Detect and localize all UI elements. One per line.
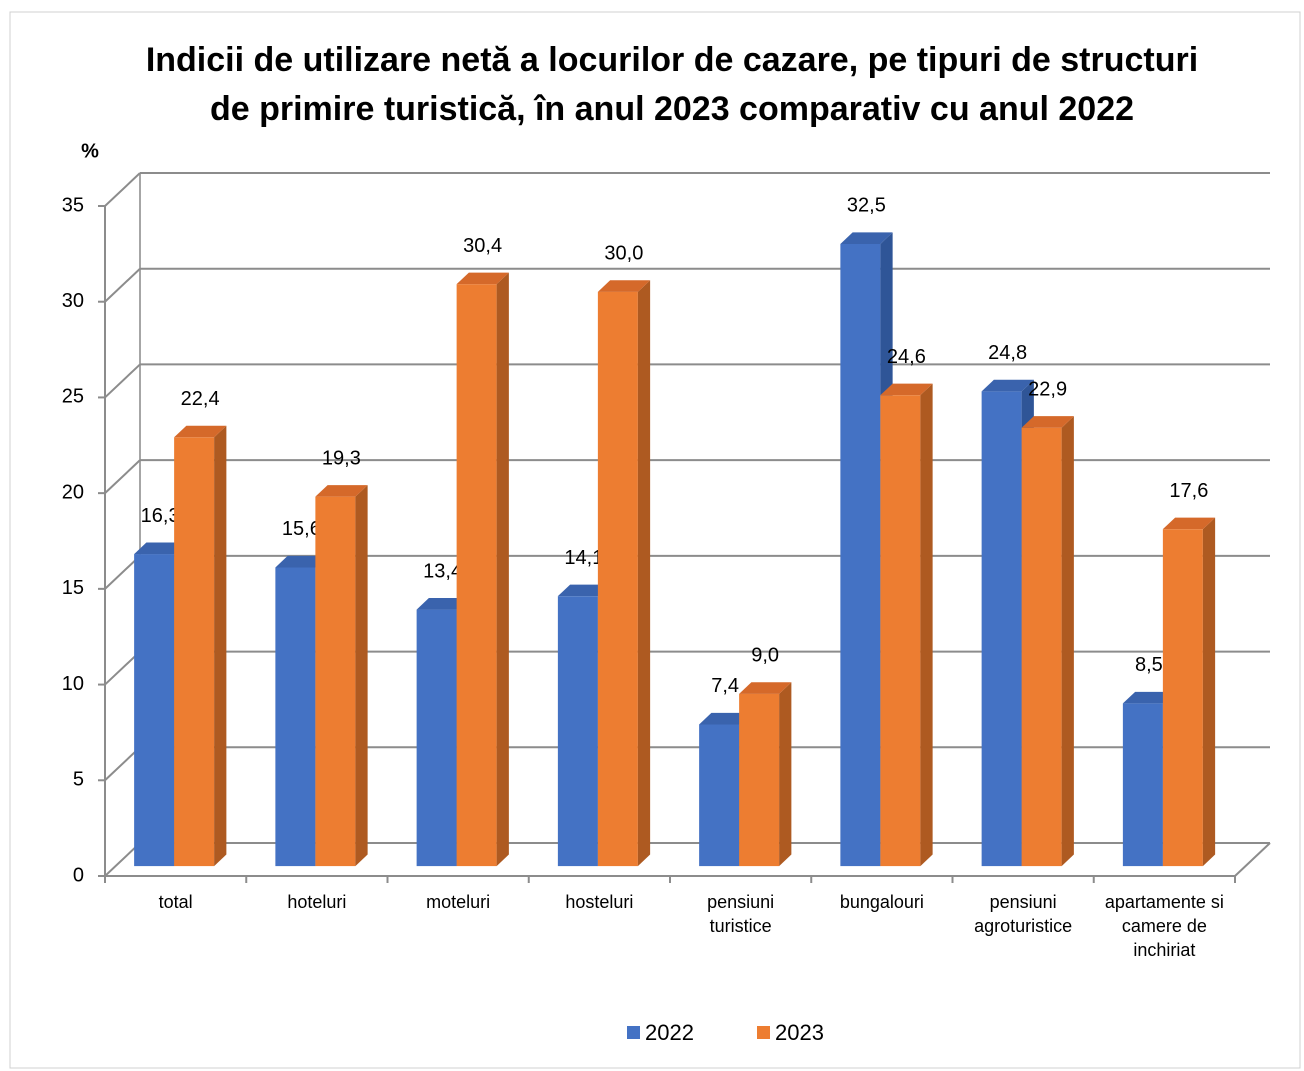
bar xyxy=(840,243,881,867)
x-tick-label: pensiuni agroturistice xyxy=(974,892,1073,936)
chart-border xyxy=(9,11,1301,1069)
grid-line-side xyxy=(104,172,141,207)
chart-title: Indicii de utilizare netă a locurilor de… xyxy=(145,41,1199,128)
bar-side xyxy=(637,280,651,867)
bar-top xyxy=(1021,416,1074,428)
bar xyxy=(739,693,780,867)
data-label: 9,0 xyxy=(751,645,779,667)
legend-swatch xyxy=(757,1026,770,1039)
bar-side xyxy=(920,383,933,867)
bar-top xyxy=(699,712,752,725)
bar xyxy=(1021,427,1062,867)
bar xyxy=(275,567,316,867)
data-label: 24,6 xyxy=(887,346,926,368)
y-axis-label: % xyxy=(81,140,99,162)
data-label: 22,4 xyxy=(181,388,220,410)
bar-top xyxy=(880,383,933,396)
y-tick-label: 5 xyxy=(73,769,84,791)
bar-side xyxy=(779,682,792,867)
x-tick-label: moteluri xyxy=(426,892,491,912)
bar-top xyxy=(315,485,368,497)
bar xyxy=(1162,529,1203,867)
grid-line-side xyxy=(104,267,141,303)
bar-top xyxy=(739,682,792,694)
data-label: 30,0 xyxy=(604,243,643,265)
bar xyxy=(315,496,356,867)
bar-top xyxy=(840,232,893,244)
bar-top xyxy=(456,272,509,285)
bar-top xyxy=(981,379,1034,392)
legend-label: 2022 xyxy=(645,1020,694,1045)
bar xyxy=(699,724,740,867)
x-tick-label: hoteluri xyxy=(287,892,347,912)
bar xyxy=(174,437,215,867)
bar-side xyxy=(1061,416,1074,867)
data-label: 7,4 xyxy=(711,675,739,697)
bar-top xyxy=(174,425,227,438)
floor-edge xyxy=(1234,842,1271,877)
bar-side xyxy=(214,425,227,867)
y-tick-label: 20 xyxy=(62,481,84,503)
y-tick-label: 15 xyxy=(62,577,84,599)
y-tick-label: 25 xyxy=(62,386,84,408)
bar-side xyxy=(1202,517,1216,867)
bar xyxy=(1122,703,1163,867)
data-label: 22,9 xyxy=(1028,378,1067,400)
data-label: 24,8 xyxy=(988,342,1027,364)
data-label: 13,4 xyxy=(423,560,462,582)
y-tick-label: 0 xyxy=(73,864,84,886)
y-tick-label: 10 xyxy=(62,673,84,695)
y-tick-label: 30 xyxy=(62,290,84,312)
data-label: 8,5 xyxy=(1135,654,1163,676)
bar-side xyxy=(496,272,509,867)
data-label: 16,3 xyxy=(141,505,180,527)
bar-top xyxy=(416,598,469,610)
x-tick-label: pensiuni turistice xyxy=(707,892,775,936)
data-label: 17,6 xyxy=(1169,480,1208,502)
bar xyxy=(880,395,921,867)
bar xyxy=(416,609,457,867)
x-tick-label: apartamente si camere de inchiriat xyxy=(1104,892,1224,960)
data-label: 19,3 xyxy=(322,447,361,469)
y-tick-label: 35 xyxy=(62,194,84,216)
bar-top xyxy=(597,280,651,292)
bar-top xyxy=(1162,517,1216,530)
data-label: 15,6 xyxy=(282,518,321,540)
grid-line-side xyxy=(104,363,141,399)
legend-swatch xyxy=(627,1026,640,1039)
x-tick-label: hosteluri xyxy=(565,892,634,912)
bar xyxy=(597,291,638,867)
data-label: 32,5 xyxy=(847,195,886,217)
grid-line-side xyxy=(104,459,141,494)
bar xyxy=(557,596,598,867)
bar-side xyxy=(355,485,368,867)
bar-top xyxy=(134,542,187,555)
bar-top xyxy=(275,555,328,568)
x-tick-label: bungalouri xyxy=(839,892,924,912)
bar xyxy=(134,554,175,867)
bar-top xyxy=(557,584,611,597)
bar-top xyxy=(1122,691,1176,704)
data-label: 14,1 xyxy=(564,547,603,569)
bar xyxy=(981,391,1022,867)
bar xyxy=(456,284,497,867)
x-tick-label: total xyxy=(158,892,193,912)
legend-label: 2023 xyxy=(775,1020,824,1045)
data-label: 30,4 xyxy=(463,235,502,257)
